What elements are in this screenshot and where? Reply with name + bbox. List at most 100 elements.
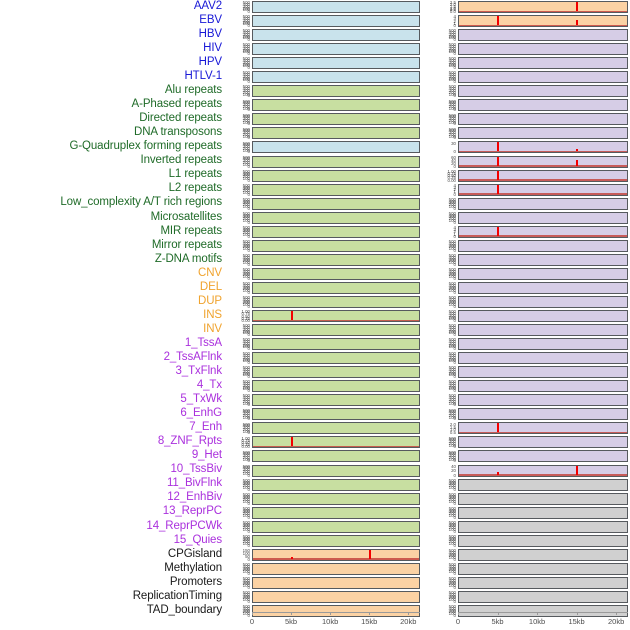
data-spike: [496, 16, 500, 26]
y-axis-tick-label: 300: [242, 284, 250, 290]
y-axis-tick-label: 500: [242, 590, 250, 596]
x-axis-line: [458, 612, 628, 613]
row-label: 15_Quies: [173, 533, 223, 546]
track-area: [252, 408, 420, 421]
y-axis-tick-label: 400: [448, 381, 456, 387]
y-axis-tick-label: 0: [247, 584, 250, 590]
y-axis-tick-label: 0.50: [241, 440, 250, 446]
y-axis-tick-label: 400: [242, 184, 250, 190]
y-axis-tick-label: 500: [242, 604, 250, 610]
y-axis-tick-label: 400: [242, 423, 250, 429]
y-axis-tick-label: 400: [242, 479, 250, 485]
y-axis-tick-label: 200: [448, 370, 456, 376]
y-axis-tick-label: 100: [448, 372, 456, 378]
y-axis-tick-label: 400: [448, 212, 456, 218]
row-label: Promoters: [169, 575, 222, 588]
y-axis-tick-label: 300: [242, 537, 250, 543]
y-axis-tick-label: 100: [448, 358, 456, 364]
row-label: DEL: [199, 280, 222, 293]
y-axis-tick-label: 400: [448, 58, 456, 64]
y-axis: 2.5 2.0 1.5 1.0 0.5 0.0: [432, 0, 458, 14]
y-axis-tick-label: 300: [242, 326, 250, 332]
y-axis-tick-label: 500: [448, 337, 456, 343]
y-axis-tick-label: 1: [453, 231, 456, 237]
y-axis-tick-label: 400: [242, 240, 250, 246]
y-axis-tick-label: 0.0: [449, 9, 456, 15]
y-axis-tick-label: 300: [448, 31, 456, 37]
y-axis-tick-label: 0: [453, 528, 456, 534]
track-row: 500 400 300 200 100 0: [432, 562, 630, 576]
y-axis-tick-label: 100: [448, 400, 456, 406]
y-axis-tick-label: 400: [242, 325, 250, 330]
y-axis-tick-label: 400: [242, 282, 250, 288]
row-label: L1 repeats: [168, 168, 222, 181]
y-axis: 500 400 300 200 100 0: [226, 211, 252, 225]
row-label: DUP: [198, 294, 222, 307]
track-area: [252, 380, 420, 393]
y-axis-tick-label: 500: [448, 56, 456, 62]
x-axis-tick-mark: [576, 612, 578, 615]
track-area: [252, 352, 420, 365]
y-axis-tick-label: 0: [247, 233, 250, 239]
y-axis-tick-label: 1.0: [449, 5, 456, 11]
y-axis-tick-label: 200: [448, 202, 456, 208]
y-axis-tick-label: 300: [448, 102, 456, 108]
track-area: [252, 338, 420, 351]
y-axis-tick-label: 100: [242, 512, 250, 518]
y-axis-tick-label: 300: [448, 200, 456, 206]
y-axis-tick-label: 300: [242, 242, 250, 248]
y-axis-tick-label: 200: [242, 33, 250, 39]
y-axis-tick-label: 300: [242, 298, 250, 304]
y-axis-tick-label: 0: [247, 598, 250, 604]
track-row: 500 400 300 200 100 0: [432, 42, 630, 56]
track-area: [252, 590, 420, 603]
y-axis-tick-label: 200: [242, 370, 250, 376]
y-axis-tick-label: 400: [448, 521, 456, 527]
y-axis-tick-label: 0: [247, 528, 250, 534]
y-axis-tick-label: 100: [448, 498, 456, 504]
y-axis-tick-label: 0: [453, 219, 456, 225]
y-axis-tick-label: 0: [453, 93, 456, 99]
y-axis-tick-label: 0: [247, 163, 250, 169]
track-row: 500 400 300 200 100 0: [432, 126, 630, 140]
y-axis-tick-label: 500: [242, 281, 250, 287]
y-axis-tick-label: 100: [448, 330, 456, 336]
y-axis-tick-label: 400: [242, 535, 250, 541]
y-axis-tick-label: 300: [448, 382, 456, 388]
y-axis-tick-label: 100: [448, 91, 456, 97]
y-axis-tick-label: 0: [453, 37, 456, 43]
y-axis-tick-label: 2: [453, 229, 456, 235]
track-row: 500 400 300 200 100 0: [432, 112, 630, 126]
track-area: [458, 366, 628, 379]
y-axis-tick-label: 300: [242, 45, 250, 51]
y-axis-tick-label: 0: [247, 570, 250, 576]
y-axis-tick-label: 0: [453, 486, 456, 492]
y-axis-tick-label: 200: [242, 19, 250, 25]
y-axis-tick-label: 1: [453, 189, 456, 195]
y-axis: 500 400 300 200 100 0: [432, 548, 458, 562]
track-row: 500 400 300 200 100 0: [432, 534, 630, 548]
y-axis-tick-label: 300: [448, 439, 456, 445]
y-axis: 500 400 300 200 100 0: [226, 239, 252, 253]
y-axis-tick-label: 400: [448, 30, 456, 36]
y-axis: 500 400 300 200 100 0: [432, 534, 458, 548]
y-axis-tick-label: 500: [242, 168, 250, 174]
track-row: 500 400 300 200 100 0: [432, 281, 630, 295]
y-axis-tick-label: 100: [448, 203, 456, 209]
track-area: [458, 324, 628, 337]
track-row: 500 400 300 200 100 0: [432, 323, 630, 337]
row-label: 4_Tx: [196, 379, 222, 392]
y-axis-tick-label: 500: [448, 477, 456, 483]
y-axis-tick-label: 40: [451, 463, 456, 469]
y-axis-tick-label: 200: [448, 356, 456, 362]
y-axis-tick-label: 400: [242, 563, 250, 569]
y-axis-tick-label: 4: [453, 182, 456, 188]
y-axis-tick-label: 400: [242, 128, 250, 134]
track-area: [458, 15, 628, 28]
y-axis-tick-label: 400: [242, 58, 250, 64]
y-axis-tick-label: 400: [242, 465, 250, 471]
y-axis-tick-label: 3: [453, 227, 456, 233]
y-axis: 500 400 300 200 100 0: [432, 492, 458, 506]
y-axis-tick-label: 400: [242, 507, 250, 513]
y-axis-tick-label: 400: [448, 507, 456, 513]
